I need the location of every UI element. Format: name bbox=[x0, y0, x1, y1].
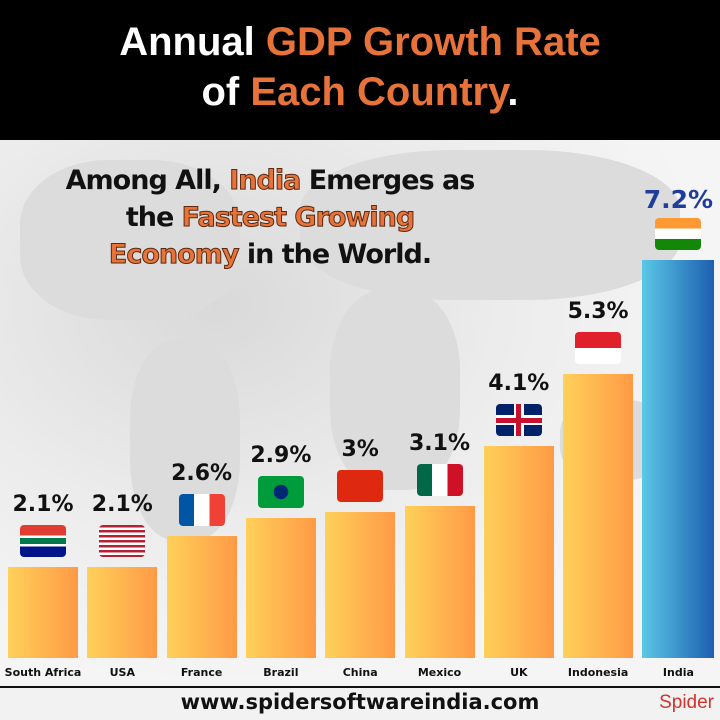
data-label: 2.1% bbox=[91, 491, 153, 517]
bar-india bbox=[642, 259, 715, 658]
bar-south-africa bbox=[8, 566, 78, 658]
bar-brazil bbox=[245, 518, 316, 658]
flag-icon bbox=[20, 524, 66, 557]
title-text: of bbox=[201, 70, 251, 114]
category-label: France bbox=[180, 666, 223, 679]
title-text: Annual bbox=[119, 20, 266, 64]
category-label: India bbox=[662, 666, 694, 679]
flag-icon bbox=[416, 464, 463, 497]
bar-uk bbox=[483, 446, 554, 658]
subtitle: Among All, India Emerges as the Fastest … bbox=[65, 165, 476, 271]
data-label: 5.3% bbox=[567, 298, 629, 324]
title-banner: Annual GDP Growth Rate of Each Country. bbox=[0, 0, 720, 140]
flag-icon bbox=[257, 476, 304, 509]
flag-icon bbox=[178, 494, 225, 527]
bar-mexico bbox=[404, 506, 475, 658]
bar-indonesia bbox=[563, 373, 634, 658]
flag-icon bbox=[99, 524, 146, 557]
data-label: 7.2% bbox=[643, 184, 714, 214]
title-highlight: GDP Growth Rate bbox=[265, 20, 601, 64]
spider-logo: Spider bbox=[659, 692, 714, 713]
title-highlight: Each Country bbox=[250, 70, 508, 114]
title-text: . bbox=[507, 70, 519, 114]
divider bbox=[0, 686, 720, 688]
data-label: 3% bbox=[341, 437, 379, 463]
data-label: 4.1% bbox=[488, 371, 550, 397]
flag-icon bbox=[655, 217, 702, 250]
bar-usa bbox=[87, 566, 158, 658]
bar-china bbox=[325, 512, 396, 658]
category-label: Mexico bbox=[417, 666, 462, 679]
website-url[interactable]: www.spidersoftwareindia.com bbox=[180, 690, 540, 714]
flag-icon bbox=[337, 470, 384, 503]
category-label: Indonesia bbox=[567, 666, 629, 679]
data-label: 2.1% bbox=[12, 491, 74, 517]
category-label: South Africa bbox=[4, 666, 82, 679]
flag-icon bbox=[495, 404, 542, 437]
category-label: China bbox=[342, 666, 378, 679]
data-label: 3.1% bbox=[408, 431, 470, 457]
flag-icon bbox=[575, 331, 622, 364]
category-label: UK bbox=[510, 666, 528, 679]
bar-france bbox=[166, 536, 237, 658]
data-label: 2.9% bbox=[250, 443, 312, 469]
category-label: USA bbox=[109, 666, 135, 679]
data-label: 2.6% bbox=[171, 461, 233, 487]
category-label: Brazil bbox=[263, 666, 299, 679]
